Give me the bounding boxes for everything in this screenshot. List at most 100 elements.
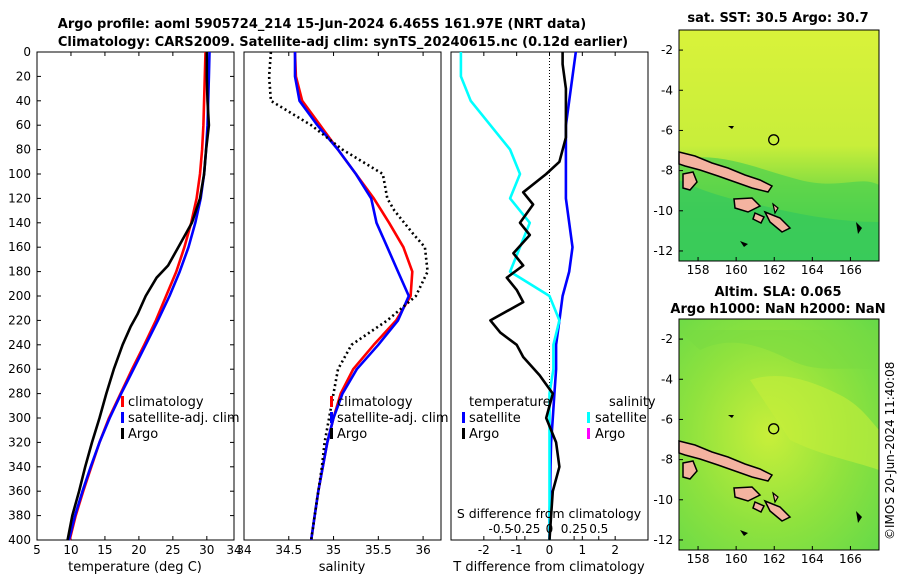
sla-map-frame [678,318,880,551]
salinity-xlabel: salinity [319,560,366,575]
lon-tick-label: 158 [687,263,710,277]
s-tick-label: 0 [546,522,554,536]
lat-tick-label: -4 [661,83,673,97]
temperature-legend: climatology satellite-adj. clim Argo [121,395,240,442]
depth-tick-label: 60 [16,118,31,132]
lon-tick-label: 166 [839,263,862,277]
sla-low-region [750,375,879,470]
legend-climatology-swatch [121,396,124,407]
x-tick-label: 35 [326,543,341,557]
s-difference-xlabel: S difference from climatology [457,506,642,521]
legend-argo-label: Argo [128,427,158,442]
legend-temperature-title: temperature [469,395,551,410]
lon-tick-label: 166 [839,552,862,566]
depth-tick-label: 180 [8,265,31,279]
island-land [682,171,698,191]
lat-tick-label: -6 [661,412,673,426]
salinity-panel: 34 34.5 35 35.5 36 salinity climatology sate… [236,51,449,575]
island-land [763,499,792,522]
salinity-series [267,51,429,541]
argo-position-marker [768,134,780,146]
temperature-panel: 0204060801001201401601802002202402602803… [8,45,648,575]
x-tick-label: 5 [33,543,41,557]
island-land [752,500,766,514]
legend-climatology-label: climatology [337,395,413,410]
legend-argo-swatch [330,428,333,439]
depth-tick-label: 320 [8,435,31,449]
depth-tick-label: 360 [8,484,31,498]
x-tick-label: 2 [611,543,619,557]
sla-high-region [679,330,879,370]
s-tick-label: -0.5 [489,522,512,536]
sla-lat-tick-labels: -2 -4 -6 -8 -10 -12 [653,332,683,547]
series-line [267,51,429,541]
lon-tick-label: 158 [687,552,710,566]
x-tick-label: 35.5 [365,543,392,557]
legend-climatology-label: climatology [128,395,204,410]
depth-tick-label: 380 [8,509,31,523]
depth-tick-label: 160 [8,240,31,254]
series-line [489,52,568,541]
island-land [733,197,762,213]
legend-s-satellite-swatch [587,412,590,423]
lon-tick-label: 162 [763,263,786,277]
copyright-timestamp: ©IMOS 20-Jun-2024 11:40:08 [883,362,897,540]
sst-map-frame [678,29,880,262]
lat-tick-label: -2 [661,332,673,346]
x-tick-label: 30 [199,543,214,557]
x-tick-label: 34 [226,543,241,557]
x-tick-label: 20 [131,543,146,557]
legend-salinity-title: salinity [609,395,656,410]
island-land [856,222,862,234]
series-line [459,52,561,540]
legend-climatology-swatch [330,396,333,407]
island-land [678,151,774,193]
legend-t-satellite-label: satellite [469,411,521,426]
island-land [740,530,748,536]
depth-tick-label: 0 [23,45,31,59]
sla-lon-tick-labels: 158 160 162 164 166 [687,546,862,566]
series-line [293,52,411,541]
salinity-tick-labels: 34 34.5 35 35.5 36 [236,52,431,557]
legend-s-argo-swatch [587,428,590,439]
depth-tick-label: 140 [8,216,31,230]
depth-tick-label: 120 [8,191,31,205]
lat-tick-label: -12 [653,244,673,258]
sst-map-panel: sat. SST: 30.5 Argo: 30.7 158 160 162 164 16… [653,11,880,277]
x-tick-label: 34 [236,543,251,557]
legend-satellite-label: satellite-adj. clim [128,411,240,426]
island-land [728,415,734,418]
sla-map-subtitle: Argo h1000: NaN h2000: NaN [670,302,885,317]
depth-tick-label: 300 [8,411,31,425]
depth-tick-label: 240 [8,338,31,352]
sst-map-title: sat. SST: 30.5 Argo: 30.7 [687,11,868,26]
argo-position-marker [768,423,780,435]
island-land [772,202,779,215]
temperature-tick-labels: 5 10 15 20 25 30 34 [33,52,242,557]
difference-series [459,51,578,541]
x-tick-label: -2 [478,543,490,557]
chart-title: Argo profile: aoml 5905724_214 15-Jun-20… [58,17,586,32]
island-land [752,211,766,225]
sst-lon-tick-labels: 158 160 162 164 166 [687,257,862,277]
island-land [772,491,779,504]
island-land [856,511,862,523]
lat-tick-label: -2 [661,43,673,57]
depth-tick-label: 220 [8,313,31,327]
lat-tick-label: -8 [661,453,673,467]
legend-argo-label: Argo [337,427,367,442]
lon-tick-label: 160 [725,263,748,277]
lat-tick-label: -8 [661,164,673,178]
depth-tick-label: 260 [8,362,31,376]
chart-subtitle: Climatology: CARS2009. Satellite-adj cli… [58,35,628,50]
legend-argo-swatch [121,428,124,439]
sst-land-masses [678,126,862,247]
depth-tick-label: 400 [8,533,31,547]
depth-tick-label: 20 [16,69,31,83]
x-tick-label: 1 [579,543,587,557]
depth-tick-label: 100 [8,167,31,181]
legend-satellite-swatch [121,412,124,423]
lat-tick-label: -6 [661,123,673,137]
depth-tick-label: 200 [8,289,31,303]
